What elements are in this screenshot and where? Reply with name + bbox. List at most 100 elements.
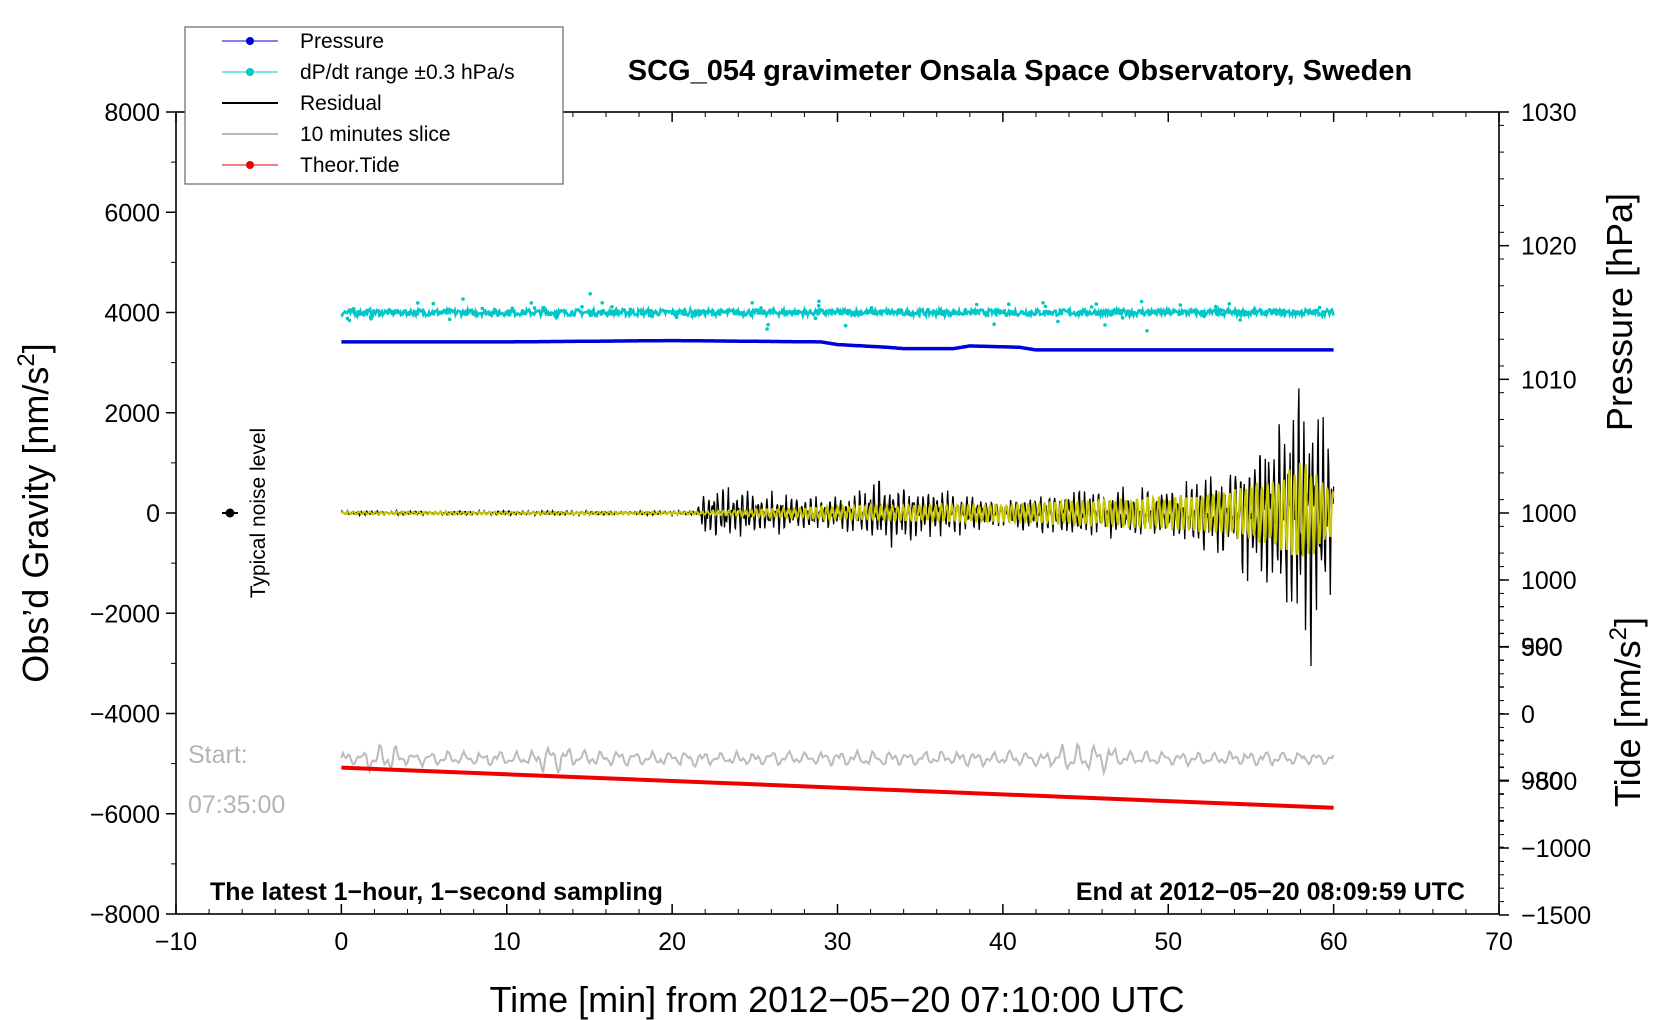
pressure-axis-ticks: 1030 1020 1010 1000 990 980 bbox=[1499, 99, 1577, 848]
dpdt-point bbox=[942, 313, 947, 317]
dpdt-point bbox=[1308, 311, 1313, 315]
x-tick-label: 60 bbox=[1320, 928, 1348, 956]
dpdt-point bbox=[1041, 301, 1045, 305]
dpdt-point bbox=[816, 304, 821, 308]
dpdt-point bbox=[495, 313, 500, 317]
y-tick-label: 4000 bbox=[104, 300, 160, 328]
dpdt-point bbox=[649, 314, 654, 318]
dpdt-point bbox=[1139, 299, 1144, 304]
dpdt-point bbox=[1145, 329, 1149, 333]
series-residual bbox=[340, 388, 1335, 667]
dpdt-point bbox=[554, 316, 559, 320]
dpdt-point bbox=[1178, 303, 1183, 307]
tide-tick-label: −1500 bbox=[1521, 902, 1591, 930]
dpdt-point bbox=[1094, 302, 1099, 306]
legend: Pressure dP/dt range ±0.3 hPa/s Residual 10… bbox=[184, 26, 564, 185]
dpdt-point bbox=[730, 308, 735, 313]
dpdt-point bbox=[750, 301, 754, 305]
y-axis-title-left: Obs’d Gravity [nm/s2] bbox=[13, 343, 56, 682]
start-label-line1: Start: bbox=[188, 741, 248, 769]
dpdt-point bbox=[790, 310, 794, 314]
dpdt-point bbox=[915, 311, 919, 316]
pressure-tick-label: 1030 bbox=[1521, 99, 1577, 127]
dpdt-point bbox=[532, 306, 537, 310]
legend-entry: 10 minutes slice bbox=[222, 123, 451, 146]
tide-tick-label: −1000 bbox=[1521, 835, 1591, 863]
dpdt-point bbox=[1049, 311, 1054, 315]
dpdt-point bbox=[368, 315, 373, 319]
dpdt-point bbox=[542, 305, 546, 310]
note-left: The latest 1−hour, 1−second sampling bbox=[210, 878, 663, 906]
pressure-tick-label: 1010 bbox=[1521, 366, 1577, 394]
series-pressure bbox=[341, 338, 1334, 352]
y-tick-label: −2000 bbox=[90, 600, 160, 628]
x-tick-label: −10 bbox=[155, 928, 197, 956]
series-layer bbox=[340, 338, 1335, 810]
x-tick-label: 20 bbox=[658, 928, 686, 956]
legend-label: dP/dt range ±0.3 hPa/s bbox=[300, 61, 515, 84]
pressure-tick-label: 980 bbox=[1521, 767, 1563, 795]
dpdt-point bbox=[352, 307, 356, 311]
legend-label: Pressure bbox=[300, 30, 384, 53]
dpdt-point bbox=[1275, 309, 1279, 313]
dpdt-point bbox=[690, 314, 694, 319]
dpdt-point bbox=[510, 306, 515, 311]
legend-box bbox=[184, 26, 564, 185]
dpdt-scatter-series bbox=[340, 292, 1335, 333]
dpdt-point bbox=[759, 306, 763, 310]
noise-marker: Typical noise level bbox=[222, 428, 270, 598]
dpdt-point bbox=[765, 327, 769, 331]
dpdt-point bbox=[1220, 312, 1225, 317]
dpdt-point bbox=[662, 309, 667, 314]
legend-swatch-dot bbox=[246, 37, 254, 45]
legend-entry: Pressure bbox=[222, 30, 384, 53]
dpdt-point bbox=[1202, 314, 1206, 319]
y-axis-title-pressure: Pressure [hPa] bbox=[1599, 193, 1640, 431]
legend-entry: Theor.Tide bbox=[222, 154, 400, 177]
x-axis-ticks: −10 0 10 20 30 40 50 60 70 bbox=[155, 112, 1513, 956]
dpdt-point bbox=[466, 310, 471, 315]
dpdt-point bbox=[529, 301, 534, 305]
dpdt-point bbox=[1317, 305, 1322, 310]
dpdt-point bbox=[610, 305, 614, 309]
legend-swatch-dot bbox=[246, 68, 254, 76]
dpdt-point bbox=[797, 309, 801, 314]
noise-marker-dot bbox=[225, 508, 235, 518]
x-tick-label: 70 bbox=[1485, 928, 1513, 956]
dpdt-point bbox=[1007, 302, 1011, 307]
dpdt-point bbox=[1043, 304, 1048, 309]
x-axis-title: Time [min] from 2012−05−20 07:10:00 UTC bbox=[489, 979, 1184, 1020]
dpdt-point bbox=[347, 318, 352, 323]
dpdt-point bbox=[992, 322, 996, 327]
dpdt-point bbox=[588, 292, 592, 296]
dpdt-point bbox=[1217, 312, 1222, 316]
y-tick-label: −4000 bbox=[90, 701, 160, 729]
y-tick-label: 2000 bbox=[104, 400, 160, 428]
dpdt-point bbox=[1227, 302, 1232, 306]
tide-tick-label: −500 bbox=[1521, 768, 1577, 796]
tide-tick-label: 0 bbox=[1521, 701, 1535, 729]
dpdt-point bbox=[1238, 318, 1242, 322]
x-tick-label: 30 bbox=[824, 928, 852, 956]
tide-tick-label: 1000 bbox=[1521, 567, 1577, 595]
dpdt-point bbox=[1103, 323, 1107, 327]
y-tick-label: −8000 bbox=[90, 901, 160, 929]
y-axis-ticks: 8000 6000 4000 2000 0 −2000 −4000 −6000 −8000 bbox=[90, 99, 176, 929]
dpdt-point bbox=[718, 309, 723, 314]
dpdt-point bbox=[1056, 319, 1060, 324]
x-tick-label: 10 bbox=[493, 928, 521, 956]
dpdt-point bbox=[580, 305, 584, 309]
dpdt-point bbox=[1109, 313, 1113, 317]
legend-entry: dP/dt range ±0.3 hPa/s bbox=[222, 61, 515, 84]
y-tick-label: 8000 bbox=[104, 99, 160, 127]
dpdt-point bbox=[838, 311, 842, 316]
series-10min-slice bbox=[340, 741, 1335, 777]
x-tick-label: 40 bbox=[989, 928, 1017, 956]
dpdt-point bbox=[813, 316, 818, 321]
pressure-tick-label: 1000 bbox=[1521, 500, 1577, 528]
dpdt-point bbox=[628, 307, 633, 312]
dpdt-point bbox=[635, 312, 640, 317]
noise-label: Typical noise level bbox=[247, 428, 270, 598]
dpdt-point bbox=[431, 301, 436, 306]
